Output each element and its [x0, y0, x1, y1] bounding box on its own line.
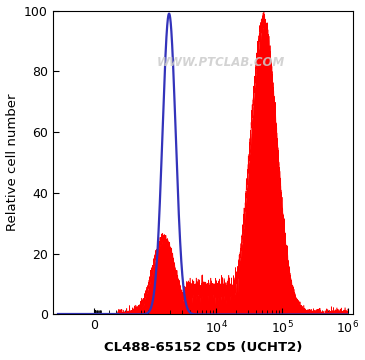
X-axis label: CL488-65152 CD5 (UCHT2): CL488-65152 CD5 (UCHT2) [104, 341, 302, 355]
Text: WWW.PTCLAB.COM: WWW.PTCLAB.COM [157, 56, 285, 69]
Y-axis label: Relative cell number: Relative cell number [5, 94, 19, 231]
